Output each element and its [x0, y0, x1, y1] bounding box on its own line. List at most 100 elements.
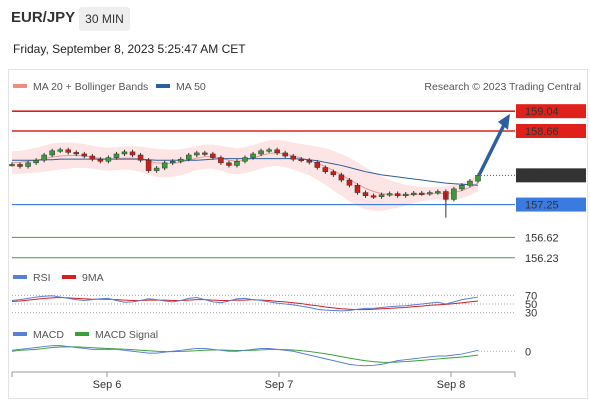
bollinger-band	[12, 139, 478, 211]
current-price-label: 157.81	[525, 170, 559, 182]
candle-body	[258, 150, 264, 155]
level-tag-157.25	[516, 197, 586, 212]
candle-body	[89, 155, 96, 160]
candle-body	[274, 149, 280, 154]
candle-body	[145, 159, 152, 171]
rsi-level-label-30: 30	[525, 308, 537, 320]
forecast-arrow-shaft	[478, 123, 506, 176]
candle-body	[234, 161, 240, 166]
candle-body	[451, 188, 457, 200]
candle-body	[459, 185, 465, 190]
candle-body	[338, 174, 345, 181]
candle-body	[161, 162, 168, 169]
candle-body	[73, 152, 80, 155]
candle-body	[113, 153, 120, 158]
level-label-157.25: 157.25	[525, 200, 559, 212]
x-tick-label-3: Sep 8	[437, 379, 466, 391]
credit-label: Research © 2023 Trading Central	[424, 81, 581, 93]
candle-body	[410, 192, 417, 195]
candle-body	[370, 195, 377, 198]
chart-header: EUR/JPY 30 MIN	[0, 0, 590, 36]
timeframe-button[interactable]: 30 MIN	[79, 7, 130, 31]
datetime-label: Friday, September 8, 2023 5:25:47 AM CET	[13, 42, 246, 56]
rsi-legend-label-1: RSI	[33, 272, 51, 284]
rsi-legend-swatch-2	[62, 275, 76, 279]
level-tag-158.66	[516, 124, 586, 138]
candle-body	[314, 162, 321, 168]
candle-body	[427, 192, 433, 195]
legend-swatch-1	[13, 84, 27, 88]
candle-body	[9, 164, 15, 167]
legend-swatch-2	[156, 84, 170, 88]
rsi-ma-line	[11, 296, 479, 311]
candle-body	[25, 162, 31, 167]
candle-body	[354, 185, 361, 193]
candle-body	[266, 149, 272, 152]
macd-line	[11, 345, 479, 367]
macd-legend-swatch-2	[75, 332, 89, 336]
rsi-legend-swatch-1	[13, 275, 27, 279]
macd-signal-line	[11, 346, 479, 363]
candle-body	[362, 192, 369, 196]
candle-body	[475, 175, 481, 182]
candle-body	[153, 167, 160, 171]
candle-body	[242, 157, 248, 162]
candle-body	[81, 153, 88, 157]
candle-body	[169, 161, 176, 164]
candle-body	[105, 157, 112, 162]
candle-body	[210, 153, 216, 158]
level-tag-159.04	[516, 104, 586, 119]
candle-body	[282, 152, 288, 157]
candle-body	[49, 150, 55, 156]
candle-body	[226, 162, 232, 166]
macd-legend-swatch-1	[13, 332, 27, 336]
forecast-arrow-head	[498, 113, 510, 130]
candle-body	[33, 159, 39, 164]
candle-body	[218, 157, 224, 164]
rsi-level-label-50: 50	[525, 299, 537, 311]
legend-label-1: MA 20 + Bollinger Bands	[33, 81, 148, 93]
legend-label-2: MA 50	[176, 81, 206, 93]
candle-body	[57, 149, 63, 152]
rsi-line	[11, 295, 479, 312]
candle-body	[177, 158, 184, 162]
candle-body	[467, 180, 473, 186]
candle-body	[394, 193, 401, 196]
candle-body	[65, 149, 71, 153]
candle-body	[298, 158, 304, 161]
candle-body	[194, 152, 200, 156]
candle-body	[202, 152, 208, 155]
candle-body	[41, 154, 47, 161]
candle-body	[186, 154, 192, 160]
macd-legend-label-2: MACD Signal	[95, 329, 158, 341]
candle-body	[330, 171, 337, 176]
candle-body	[435, 191, 441, 194]
candle-body	[121, 151, 128, 155]
candle-body	[419, 192, 425, 195]
candle-body	[137, 154, 144, 161]
candle-body	[378, 194, 385, 197]
chart-panel	[8, 69, 588, 399]
rsi-level-label-70: 70	[525, 290, 537, 302]
x-tick-label-2: Sep 7	[265, 379, 294, 391]
candle-body	[290, 155, 296, 160]
candle-body	[17, 164, 23, 167]
macd-legend-label-1: MACD	[33, 329, 64, 341]
candle-body	[306, 159, 313, 163]
x-tick-label-1: Sep 6	[93, 379, 122, 391]
candle-body	[250, 153, 256, 158]
instrument-title: EUR/JPY	[11, 9, 76, 26]
level-label-156.62: 156.62	[525, 232, 559, 244]
candle-body	[97, 158, 104, 162]
level-label-159.04: 159.04	[525, 106, 559, 118]
candle-body	[386, 193, 393, 196]
candle-body	[402, 193, 409, 196]
rsi-legend-label-2: 9MA	[82, 272, 104, 284]
candle-body	[129, 151, 136, 156]
level-label-156.23: 156.23	[525, 253, 559, 265]
level-label-158.66: 158.66	[525, 126, 559, 138]
candle-body	[346, 179, 353, 186]
candle-body	[322, 167, 329, 172]
current-price-tag	[516, 168, 586, 183]
